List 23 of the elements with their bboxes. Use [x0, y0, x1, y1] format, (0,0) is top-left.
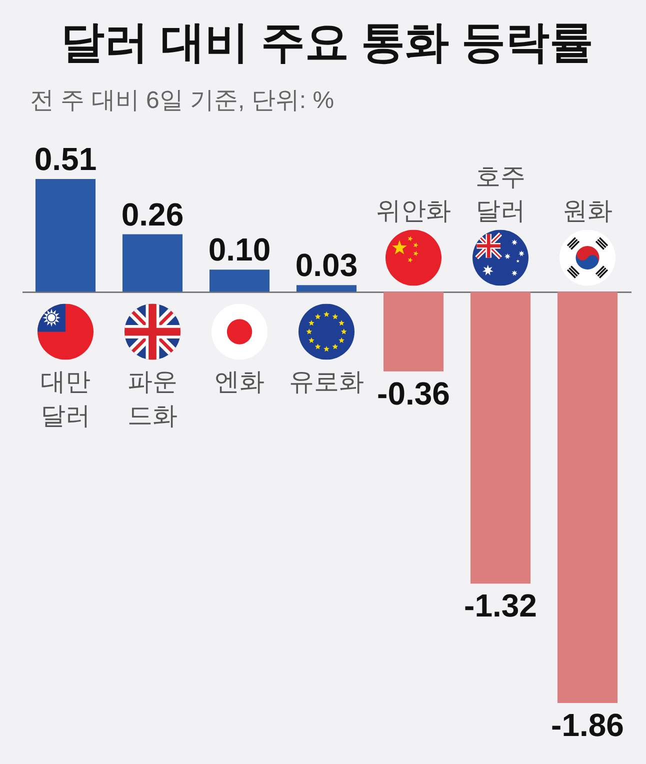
bar	[383, 292, 444, 372]
chart-title: 달러 대비 주요 통화 등락률	[60, 18, 594, 67]
bar	[296, 285, 357, 292]
data-label: 0.26	[121, 196, 184, 232]
x-tick-label: 대만 달러	[40, 368, 90, 430]
data-label: -0.36	[377, 375, 450, 412]
x-tick-label: 유로화	[289, 368, 364, 396]
bar	[209, 270, 270, 292]
chart-subtitle: 전 주 대비 6일 기준, 단위: %	[30, 87, 334, 114]
data-label: 0.51	[34, 141, 97, 177]
bar	[470, 292, 531, 584]
data-label: -1.32	[464, 588, 537, 624]
x-tick-label: 위안화	[376, 196, 451, 225]
bar	[557, 292, 618, 703]
data-label: -1.86	[551, 707, 624, 743]
bar	[122, 234, 183, 292]
data-label: 0.03	[295, 247, 358, 284]
x-tick-label: 엔화	[214, 368, 264, 396]
data-label: 0.10	[208, 232, 271, 268]
x-tick-label: 호주 달러	[476, 162, 526, 225]
x-tick-label: 파운 드화	[128, 368, 178, 430]
x-tick-label: 원화	[562, 196, 612, 225]
bar	[35, 179, 96, 292]
